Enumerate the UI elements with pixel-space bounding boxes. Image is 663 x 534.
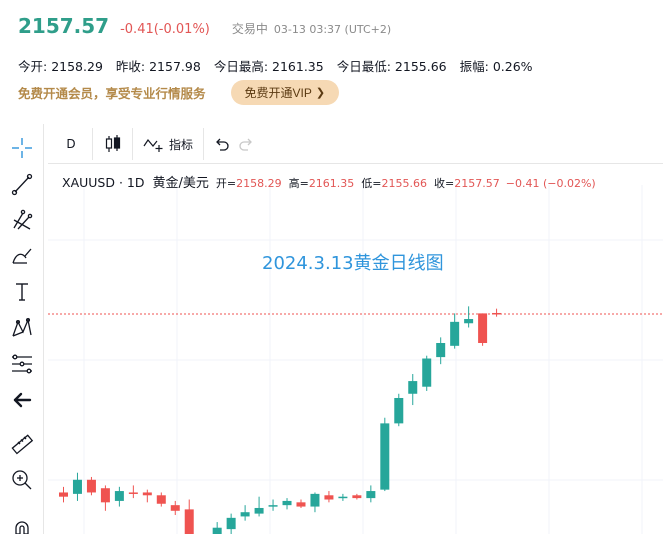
stat-prev-close: 昨收: 2157.98 xyxy=(115,59,201,74)
candle-body xyxy=(170,505,180,511)
candle-body xyxy=(86,479,96,493)
candle-body xyxy=(296,502,306,507)
candle-body xyxy=(142,492,152,496)
candle-body xyxy=(240,512,250,517)
chevron-right-icon: ❯ xyxy=(315,87,326,99)
candle-body xyxy=(366,491,376,499)
stat-low: 今日最低: 2155.66 xyxy=(336,59,447,74)
indicators-label: 指标 xyxy=(168,137,193,152)
pitchfork-icon[interactable] xyxy=(8,206,36,234)
candle-body xyxy=(338,496,348,499)
candlestick-chart xyxy=(48,185,663,534)
candle-body xyxy=(478,313,488,344)
legend-open: 开=2158.29 xyxy=(215,177,282,190)
toolbar-divider xyxy=(92,128,93,160)
candle-body xyxy=(380,423,390,490)
interval-button[interactable]: D xyxy=(56,124,86,164)
price-chart[interactable]: XAUUSD · 1D 黄金/美元 开=2158.29 高=2161.35 低=… xyxy=(48,165,663,534)
drawing-toolbar xyxy=(0,124,44,534)
undo-icon xyxy=(216,138,229,151)
text-icon[interactable] xyxy=(8,278,36,306)
trend-line-icon[interactable] xyxy=(8,170,36,198)
redo-button[interactable] xyxy=(234,124,260,164)
candle-body xyxy=(310,493,320,507)
candle-body xyxy=(212,527,222,534)
candle-body xyxy=(184,509,194,534)
legend-name: 黄金/美元 xyxy=(152,176,209,191)
chart-type-button[interactable] xyxy=(98,124,128,164)
legend-close: 收=2157.57 xyxy=(434,177,500,190)
toolbar-divider xyxy=(203,128,204,160)
candle-body xyxy=(226,517,236,530)
stat-amplitude: 振幅: 0.26% xyxy=(459,59,533,74)
trade-status: 交易中 xyxy=(231,22,268,36)
free-vip-button[interactable]: 免费开通VIP ❯ xyxy=(230,80,340,105)
promo-text: 免费开通会员，享受专业行情服务 xyxy=(18,86,206,101)
candle-body xyxy=(72,479,82,494)
candle-body xyxy=(282,500,292,506)
candle-body xyxy=(492,312,502,315)
ruler-icon[interactable] xyxy=(8,430,36,458)
candle-body xyxy=(394,397,404,424)
pattern-icon[interactable] xyxy=(8,314,36,342)
price-change: -0.41(-0.01%) xyxy=(120,22,210,37)
trade-time: 03-13 03:37 (UTC+2) xyxy=(273,23,392,36)
undo-button[interactable] xyxy=(208,124,234,164)
stats-row: 今开: 2158.29 昨收: 2157.98 今日最高: 2161.35 今日… xyxy=(18,56,546,75)
current-price: 2157.57 xyxy=(18,14,110,38)
candle-body xyxy=(268,505,278,507)
free-vip-label: 免费开通VIP xyxy=(244,86,312,100)
candle-body xyxy=(100,488,110,503)
legend-low: 低=2155.66 xyxy=(361,177,428,190)
chart-toolbar: D 指标 xyxy=(48,124,663,164)
candle-body xyxy=(156,495,166,504)
candle-body xyxy=(114,491,124,501)
legend-high: 高=2161.35 xyxy=(288,177,355,190)
candle-body xyxy=(352,495,362,499)
price-row: 2157.57 -0.41(-0.01%) 交易中 03-13 03:37 (U… xyxy=(18,14,391,38)
crosshair-icon[interactable] xyxy=(8,134,36,162)
brush-icon[interactable] xyxy=(8,242,36,270)
candle-body xyxy=(464,319,474,324)
candle-body xyxy=(324,495,334,500)
promo-row: 免费开通会员，享受专业行情服务 免费开通VIP ❯ xyxy=(18,80,340,105)
interval-label: D xyxy=(66,137,76,151)
candle-body xyxy=(408,381,418,394)
indicators-icon xyxy=(143,138,163,152)
chart-annotation: 2024.3.13黄金日线图 xyxy=(262,253,444,274)
magnet-icon[interactable] xyxy=(8,516,36,534)
candle-body xyxy=(59,492,68,497)
fib-icon[interactable] xyxy=(8,350,36,378)
legend-change: −0.41 (−0.02%) xyxy=(505,177,596,190)
redo-icon xyxy=(239,138,252,151)
candle-body xyxy=(436,343,446,358)
quote-header: 2157.57 -0.41(-0.01%) 交易中 03-13 03:37 (U… xyxy=(0,0,663,120)
candle-body xyxy=(422,358,432,387)
candles-icon xyxy=(105,135,121,152)
chart-legend: XAUUSD · 1D 黄金/美元 开=2158.29 高=2161.35 低=… xyxy=(62,172,596,191)
stat-high: 今日最高: 2161.35 xyxy=(213,59,324,74)
candle-body xyxy=(450,321,460,346)
candle-body xyxy=(254,507,264,514)
stat-open: 今开: 2158.29 xyxy=(18,59,103,74)
legend-symbol: XAUUSD · 1D xyxy=(62,175,145,190)
zoom-in-icon[interactable] xyxy=(8,466,36,494)
toolbar-divider xyxy=(132,128,133,160)
indicators-button[interactable]: 指标 xyxy=(136,124,200,164)
candle-body xyxy=(128,492,138,494)
back-arrow-icon[interactable] xyxy=(8,386,36,414)
